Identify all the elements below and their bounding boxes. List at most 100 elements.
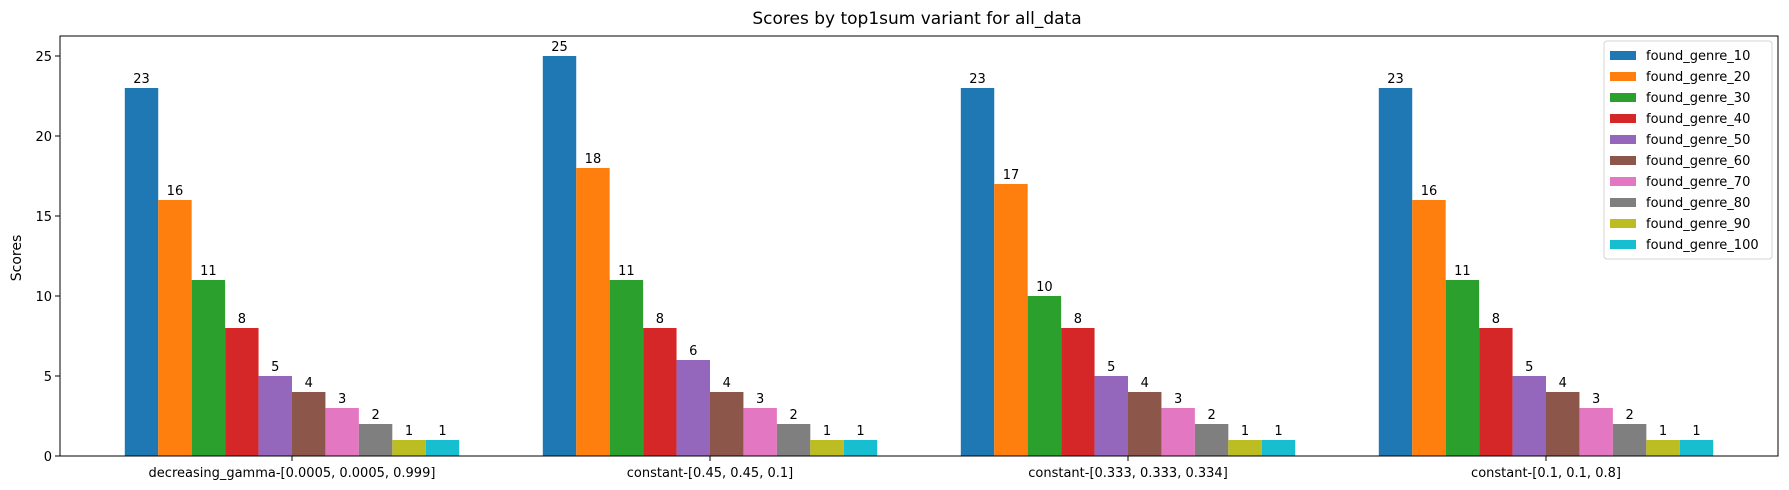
- data-label: 4: [305, 376, 313, 391]
- legend-label: found_genre_80: [1646, 196, 1750, 211]
- bar-found_genre_90: [392, 440, 426, 456]
- data-label: 23: [1387, 72, 1404, 87]
- bar-found_genre_30: [1027, 296, 1062, 456]
- bar-found_genre_30: [1445, 280, 1480, 456]
- data-label: 1: [1659, 424, 1667, 439]
- data-label: 2: [371, 408, 379, 423]
- y-axis-label: Scores: [9, 235, 25, 282]
- bar-found_genre_20: [158, 200, 192, 456]
- y-tick-label: 20: [35, 130, 52, 145]
- chart-title: Scores by top1sum variant for all_data: [752, 9, 1081, 29]
- data-label: 11: [618, 264, 635, 279]
- data-label: 8: [1074, 312, 1082, 327]
- legend-swatch: [1610, 177, 1636, 186]
- legend-swatch: [1610, 51, 1636, 60]
- legend-swatch: [1610, 114, 1636, 123]
- bar-found_genre_70: [325, 408, 359, 456]
- bar-found_genre_30: [191, 280, 226, 456]
- data-label: 1: [405, 424, 413, 439]
- y-tick-label: 5: [44, 370, 52, 385]
- bar-found_genre_40: [225, 328, 259, 456]
- bar-found_genre_90: [1228, 440, 1262, 456]
- data-label: 2: [1207, 408, 1215, 423]
- data-label: 3: [1592, 392, 1600, 407]
- data-label: 1: [1692, 424, 1700, 439]
- y-tick-label: 25: [35, 50, 52, 65]
- data-label: 1: [856, 424, 864, 439]
- bar-found_genre_60: [1546, 392, 1580, 456]
- data-label: 8: [238, 312, 246, 327]
- bar-found_genre_100: [425, 440, 460, 456]
- bar-found_genre_10: [542, 56, 577, 456]
- legend-label: found_genre_70: [1646, 175, 1750, 190]
- bar-found_genre_90: [810, 440, 844, 456]
- bar-found_genre_40: [1479, 328, 1513, 456]
- bar-found_genre_70: [743, 408, 777, 456]
- data-label: 3: [756, 392, 764, 407]
- bar-found_genre_60: [709, 392, 744, 456]
- legend-swatch: [1610, 93, 1636, 102]
- legend-label: found_genre_90: [1646, 217, 1750, 232]
- legend-label: found_genre_50: [1646, 133, 1750, 148]
- data-label: 16: [167, 184, 184, 199]
- bar-found_genre_10: [1378, 88, 1413, 456]
- legend-label: found_genre_60: [1646, 154, 1750, 169]
- legend: found_genre_10 found_genre_20 found_genre_…: [1603, 40, 1773, 260]
- legend-swatch: [1610, 135, 1636, 144]
- legend-swatch: [1610, 240, 1636, 249]
- data-label: 3: [338, 392, 346, 407]
- bar-found_genre_80: [1194, 424, 1229, 456]
- bar-found_genre_60: [291, 392, 326, 456]
- legend-swatch: [1610, 72, 1636, 81]
- data-label: 1: [1241, 424, 1249, 439]
- y-axis: 0 5 10 15 20 25: [35, 50, 60, 465]
- data-label: 4: [1559, 376, 1567, 391]
- data-label: 23: [969, 72, 986, 87]
- data-label: 11: [200, 264, 217, 279]
- bar-found_genre_50: [1512, 376, 1547, 456]
- legend-label: found_genre_100: [1646, 238, 1759, 253]
- bar-found_genre_100: [843, 440, 878, 456]
- data-label: 5: [1107, 360, 1115, 375]
- data-label: 1: [438, 424, 446, 439]
- x-axis: decreasing_gamma-[0.0005, 0.0005, 0.999]…: [149, 456, 1621, 481]
- bar-found_genre_10: [960, 88, 995, 456]
- data-label: 10: [1036, 280, 1053, 295]
- bar-found_genre_90: [1646, 440, 1680, 456]
- x-tick-label: constant-[0.1, 0.1, 0.8]: [1471, 466, 1621, 481]
- bar-found_genre_40: [643, 328, 677, 456]
- bar-found_genre_100: [1679, 440, 1714, 456]
- data-label: 5: [271, 360, 279, 375]
- data-label: 3: [1174, 392, 1182, 407]
- legend-box: [1603, 40, 1773, 260]
- bar-found_genre_80: [358, 424, 393, 456]
- data-label: 11: [1454, 264, 1471, 279]
- bar-found_genre_100: [1261, 440, 1296, 456]
- bar-found_genre_70: [1161, 408, 1195, 456]
- data-label: 2: [1625, 408, 1633, 423]
- bar-found_genre_20: [1412, 200, 1446, 456]
- data-label: 16: [1421, 184, 1438, 199]
- data-label: 5: [1525, 360, 1533, 375]
- plot-frame: [59, 35, 1779, 457]
- data-label: 17: [1003, 168, 1020, 183]
- data-label: 23: [133, 72, 150, 87]
- data-label: 1: [823, 424, 831, 439]
- bar-found_genre_10: [124, 88, 159, 456]
- bar-found_genre_50: [676, 360, 710, 456]
- bar-found_genre_80: [1612, 424, 1647, 456]
- bar-found_genre_60: [1128, 392, 1162, 456]
- data-label: 8: [1492, 312, 1500, 327]
- y-tick-label: 0: [44, 450, 52, 465]
- data-label: 1: [1274, 424, 1282, 439]
- bar-found_genre_70: [1579, 408, 1613, 456]
- data-label: 18: [585, 152, 602, 167]
- data-label: 6: [689, 344, 697, 359]
- bar-found_genre_40: [1061, 328, 1095, 456]
- data-label: 8: [656, 312, 664, 327]
- legend-swatch: [1610, 198, 1636, 207]
- bar-found_genre_50: [1094, 376, 1129, 456]
- bar-found_genre_30: [609, 280, 644, 456]
